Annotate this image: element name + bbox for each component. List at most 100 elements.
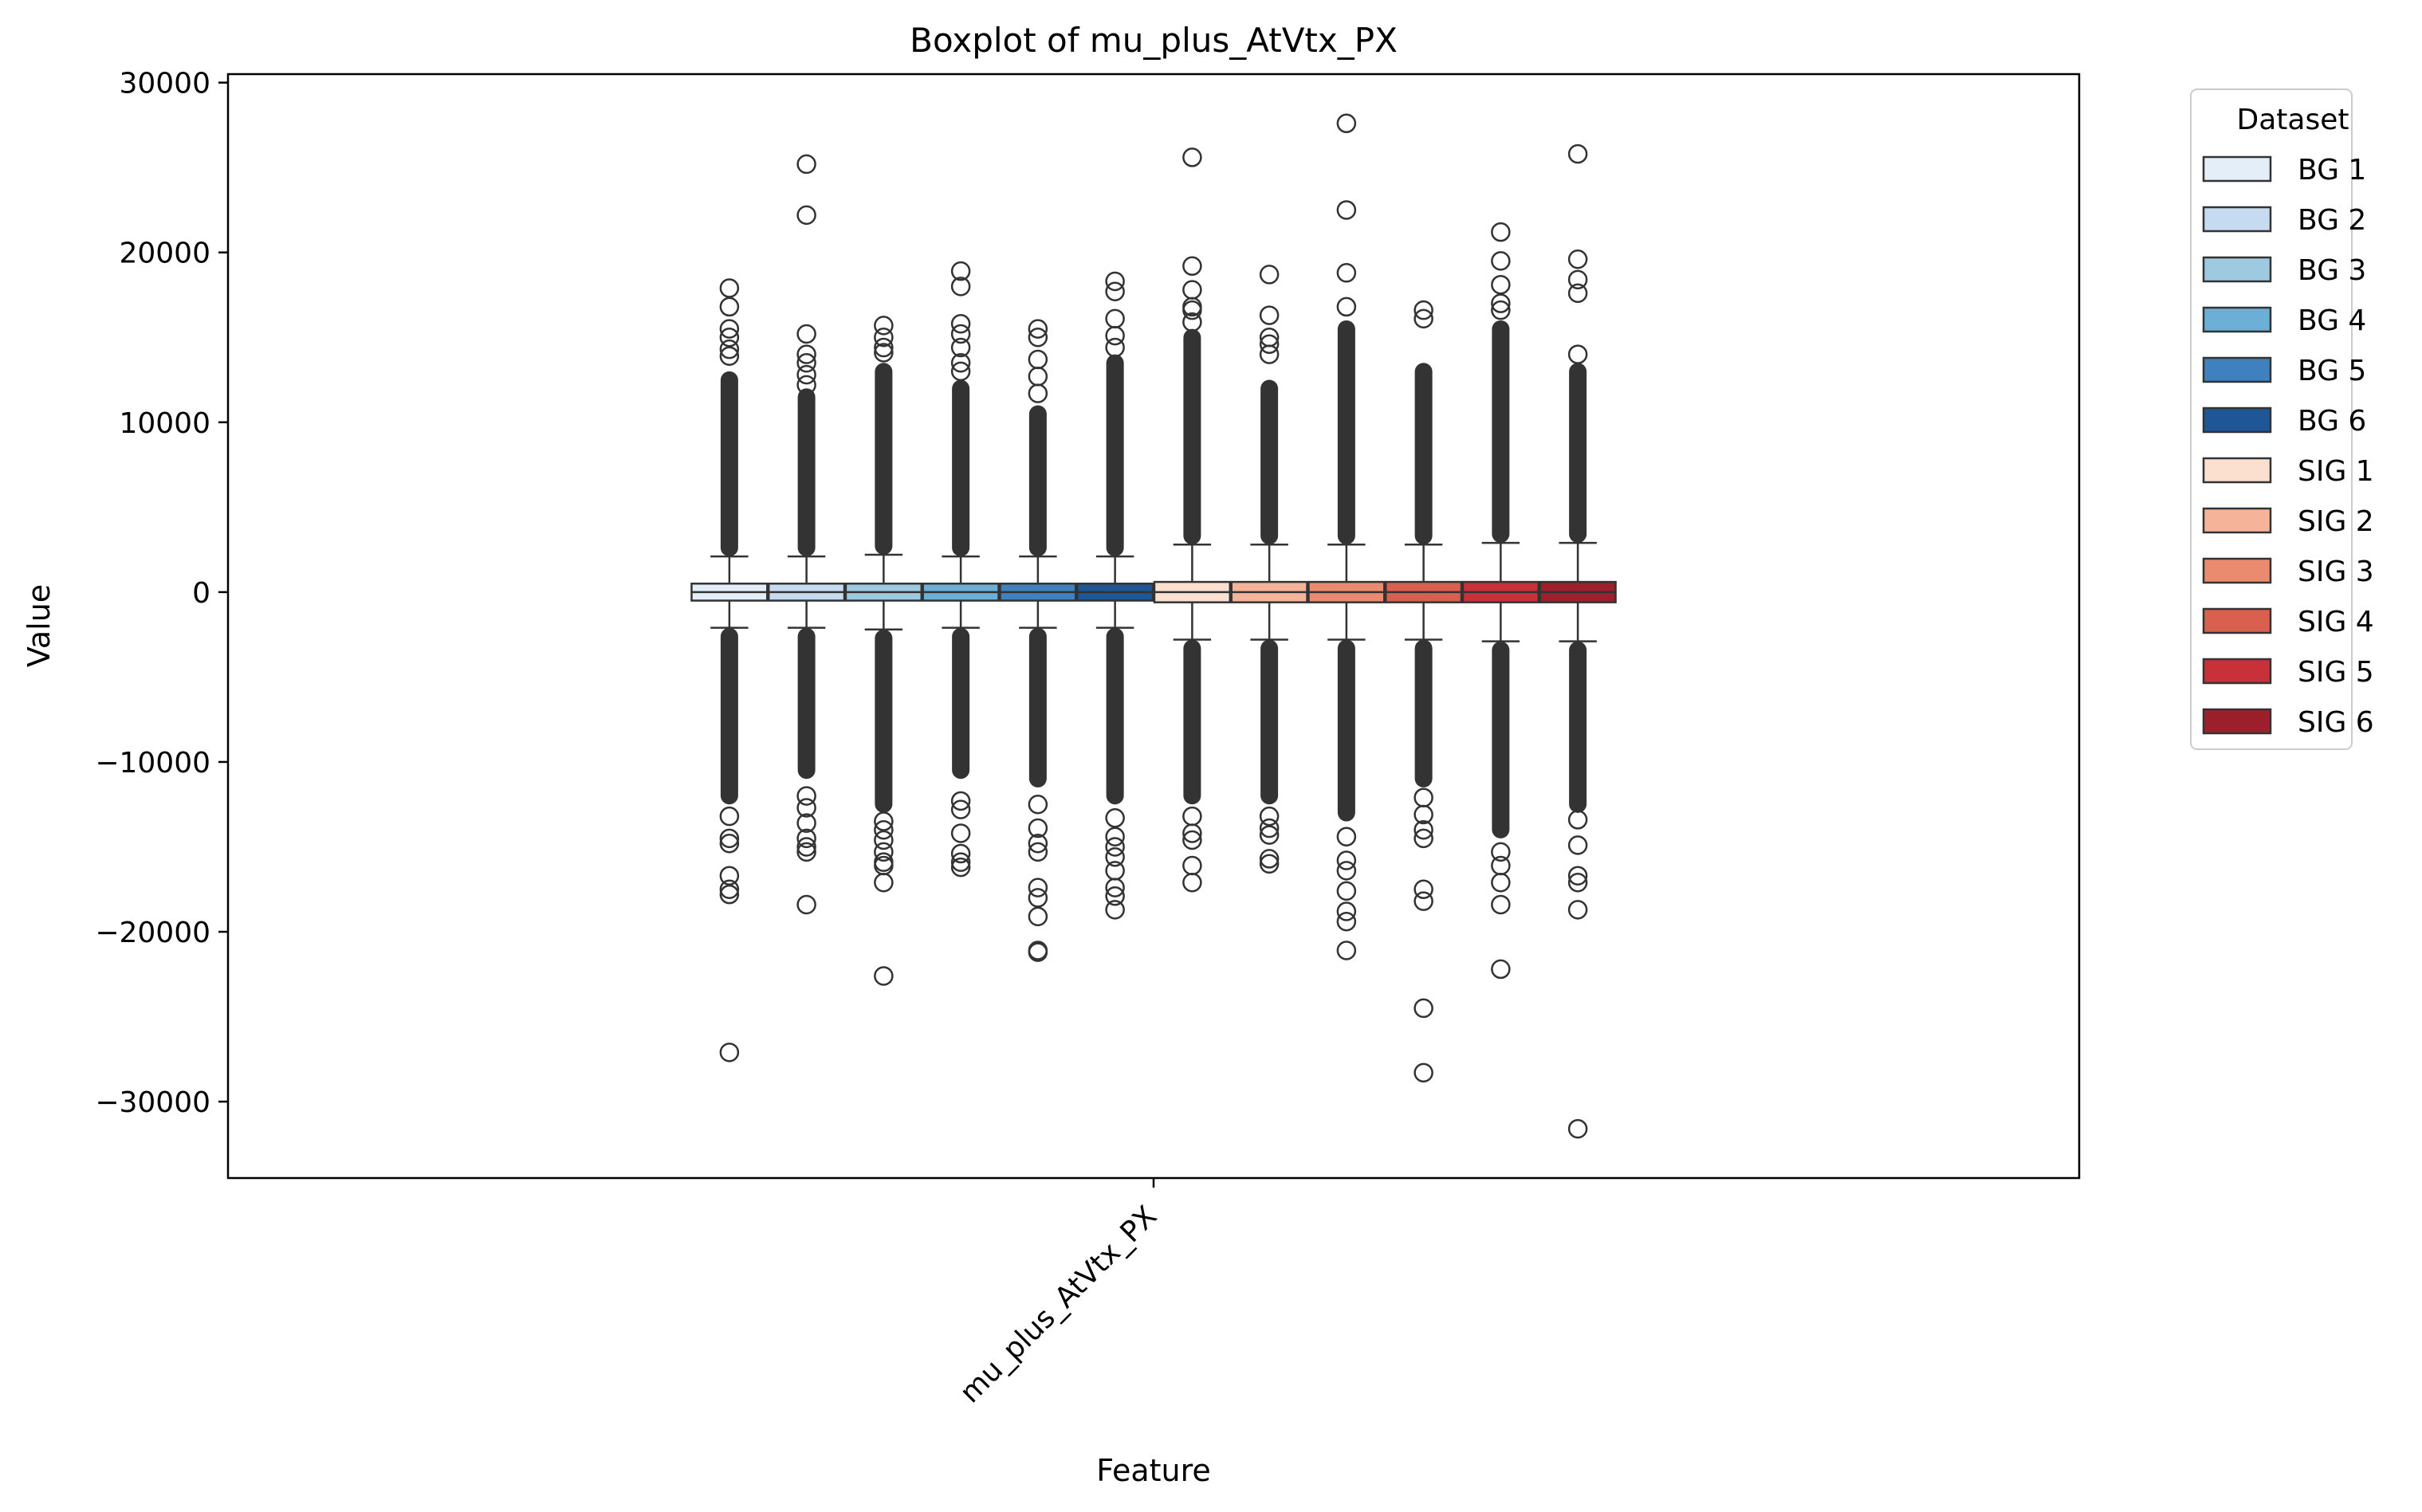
outlier-band-lower [1183, 639, 1201, 805]
outlier-point [1567, 344, 1588, 364]
outlier-band-lower [720, 627, 738, 805]
outlier-point [1491, 894, 1511, 915]
outlier-point [1491, 300, 1511, 320]
legend-swatch [2202, 607, 2272, 634]
y-tick-label: −10000 [95, 747, 210, 780]
legend-item: SIG 5 [2202, 656, 2374, 689]
box-sig-5 [1461, 222, 1540, 980]
legend-item: BG 3 [2202, 254, 2366, 287]
outlier-point [1567, 872, 1588, 893]
axes-frame [226, 73, 2081, 1180]
outlier-point [1336, 941, 1357, 960]
outlier-point [1259, 305, 1280, 325]
outlier-point [1105, 861, 1125, 881]
outlier-point [1413, 879, 1433, 900]
outlier-point [1259, 334, 1280, 355]
outlier-point [1567, 810, 1588, 830]
outlier-point [1491, 274, 1511, 295]
outlier-point [719, 328, 740, 348]
legend-item: BG 4 [2202, 304, 2366, 337]
outlier-point [1336, 827, 1357, 846]
outlier-point [1105, 827, 1125, 846]
outlier-point [1491, 842, 1511, 862]
legend-label: SIG 5 [2298, 656, 2374, 689]
outlier-point [1259, 854, 1280, 874]
outlier-point [1259, 825, 1280, 845]
legend-swatch [2202, 658, 2272, 685]
outlier-point [950, 313, 971, 334]
outlier-point [796, 344, 816, 364]
outlier-point [1491, 222, 1511, 242]
outlier-point [1028, 319, 1048, 339]
outlier-point [1567, 866, 1588, 886]
legend-item: SIG 1 [2202, 455, 2374, 488]
outlier-point [1028, 842, 1048, 862]
outlier-point [796, 375, 816, 395]
outlier-point [1182, 830, 1202, 850]
outlier-point [874, 830, 894, 850]
x-axis-label: Feature [1096, 1453, 1211, 1488]
outlier-point [950, 823, 971, 843]
outlier-point [719, 278, 740, 298]
legend-swatch [2202, 206, 2272, 233]
outlier-point [874, 966, 894, 986]
outlier-point [719, 339, 740, 359]
outlier-point [1028, 888, 1048, 908]
legend-items: BG 1 BG 2 BG 3 BG 4 BG 5 BG 6 SIG 1 SIG 2 SIG 3 S… [2202, 154, 2374, 739]
outlier-point [874, 337, 894, 358]
box-sig-2 [1230, 265, 1308, 874]
outlier-point [874, 811, 894, 831]
outlier-point [950, 324, 971, 344]
y-tick-label: 10000 [119, 407, 210, 440]
outlier-point [796, 786, 816, 806]
outlier-point [719, 884, 740, 905]
outlier-band-lower [952, 627, 970, 780]
outlier-point [719, 346, 740, 366]
outlier-point [719, 319, 740, 339]
legend-swatch [2202, 708, 2272, 735]
chart-title: Boxplot of mu_plus_AtVtx_PX [910, 21, 1398, 60]
box-sig-4 [1384, 300, 1463, 1083]
outlier-point [796, 154, 816, 175]
outlier-point [1259, 849, 1280, 869]
outlier-point [874, 872, 894, 893]
box-bg-6 [1075, 271, 1154, 920]
outlier-point [1028, 328, 1048, 348]
legend-swatch [2202, 557, 2272, 584]
legend-label: SIG 2 [2298, 505, 2374, 538]
outlier-point [1182, 147, 1202, 167]
outlier-point [1413, 300, 1433, 320]
outlier-point [1028, 383, 1048, 403]
outlier-point [1336, 861, 1357, 881]
outlier-point [1105, 325, 1125, 346]
legend-label: BG 4 [2298, 304, 2366, 337]
outlier-point [1259, 265, 1280, 285]
outlier-band-lower [875, 629, 893, 813]
outlier-point [1105, 878, 1125, 897]
legend-label: BG 3 [2298, 254, 2366, 287]
outlier-point [1567, 269, 1588, 290]
outlier-point [796, 837, 816, 857]
outlier-point [1259, 818, 1280, 838]
outlier-point [1336, 113, 1357, 134]
outlier-band-lower [1337, 639, 1355, 822]
outlier-point [1028, 878, 1048, 897]
box-bg-2 [767, 154, 846, 915]
outlier-point [796, 205, 816, 226]
outlier-point [1028, 833, 1048, 854]
outlier-band-lower [1414, 639, 1433, 787]
outlier-point [1182, 280, 1202, 300]
outlier-point [1105, 847, 1125, 867]
outlier-point [1567, 835, 1588, 855]
outlier-band-lower [1260, 639, 1279, 805]
outlier-point [1491, 251, 1511, 271]
outlier-point [1028, 942, 1048, 962]
legend-label: BG 5 [2298, 355, 2366, 387]
legend-swatch [2202, 256, 2272, 283]
outlier-band-upper [1106, 354, 1124, 557]
outlier-point [796, 798, 816, 818]
outlier-band-upper [875, 363, 893, 556]
outlier-point [796, 842, 816, 862]
y-axis-label: Value [22, 584, 57, 667]
outlier-point [719, 833, 740, 854]
